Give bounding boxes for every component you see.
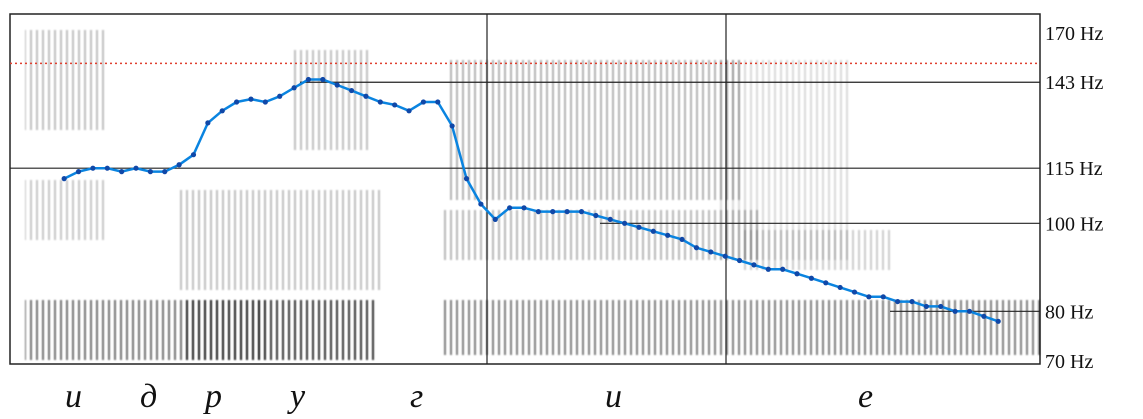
pitch-point bbox=[593, 212, 599, 219]
pitch-point bbox=[823, 280, 829, 286]
pitch-point bbox=[765, 266, 771, 272]
pitch-point bbox=[751, 262, 757, 268]
pitch-point bbox=[521, 205, 527, 211]
pitch-point bbox=[880, 294, 886, 300]
pitch-point bbox=[449, 123, 455, 129]
pitch-point bbox=[492, 216, 498, 222]
pitch-point bbox=[794, 271, 800, 277]
pitch-point bbox=[507, 205, 513, 211]
frequency-gridlines bbox=[10, 81, 1040, 312]
spectrogram-patch bbox=[180, 190, 380, 290]
pitch-point bbox=[61, 176, 67, 182]
spectrogram-patch bbox=[720, 60, 850, 260]
pitch-point bbox=[320, 76, 326, 83]
spectrogram-patch bbox=[185, 300, 265, 360]
spectrogram-patch bbox=[740, 230, 890, 270]
pitch-point bbox=[75, 169, 82, 175]
pitch-point bbox=[708, 249, 714, 255]
pitch-point bbox=[147, 169, 153, 175]
pitch-point bbox=[406, 108, 412, 114]
pitch-point bbox=[420, 99, 427, 105]
y-tick-label: 100 Hz bbox=[1045, 213, 1103, 235]
pitch-point bbox=[363, 93, 369, 99]
segment-label: д bbox=[140, 378, 157, 415]
pitch-point bbox=[334, 82, 340, 88]
pitch-point bbox=[966, 308, 973, 314]
pitch-point bbox=[851, 289, 858, 295]
pitch-point bbox=[463, 176, 470, 182]
y-tick-label: 115 Hz bbox=[1045, 158, 1103, 180]
pitch-point bbox=[262, 99, 268, 105]
pitch-point bbox=[291, 85, 297, 91]
segment-label: г bbox=[410, 378, 423, 415]
pitch-point bbox=[392, 102, 398, 108]
pitch-point bbox=[780, 266, 786, 272]
pitch-point bbox=[305, 76, 312, 83]
spectrogram-patch bbox=[290, 50, 370, 150]
pitch-point bbox=[621, 220, 628, 226]
pitch-point bbox=[679, 236, 685, 243]
pitch-point bbox=[650, 228, 656, 234]
pitch-point bbox=[248, 96, 254, 102]
pitch-point bbox=[866, 294, 872, 300]
pitch-point bbox=[435, 99, 441, 105]
segment-boundaries bbox=[486, 14, 727, 364]
pitch-point bbox=[234, 99, 240, 105]
segment-label: у bbox=[287, 378, 306, 415]
pitch-point bbox=[277, 93, 283, 99]
pitch-point bbox=[162, 169, 168, 175]
pitch-point bbox=[665, 232, 671, 238]
segment-label: е bbox=[858, 378, 873, 415]
pitch-point bbox=[377, 99, 383, 105]
pitch-point bbox=[736, 257, 743, 264]
y-tick-label: 70 Hz bbox=[1045, 351, 1093, 373]
pitch-points bbox=[61, 76, 1001, 324]
spectrogram-patch bbox=[25, 30, 105, 130]
pitch-point bbox=[190, 152, 197, 158]
pitch-point bbox=[219, 108, 225, 114]
pitch-point bbox=[348, 87, 355, 94]
pitch-point bbox=[722, 253, 728, 259]
y-tick-label: 80 Hz bbox=[1045, 301, 1093, 323]
pitch-point bbox=[909, 298, 915, 305]
pitch-point bbox=[837, 284, 843, 291]
spectrogram-patch bbox=[25, 180, 105, 240]
pitch-point bbox=[578, 209, 585, 215]
pitch-point bbox=[564, 209, 570, 215]
pitch-point bbox=[981, 313, 987, 319]
pitch-point bbox=[923, 303, 929, 310]
pitch-point bbox=[693, 245, 700, 251]
segment-label: р bbox=[203, 378, 222, 415]
pitch-point bbox=[133, 165, 139, 171]
pitch-point bbox=[90, 165, 96, 171]
segment-label: и bbox=[65, 378, 82, 415]
pitch-point bbox=[938, 303, 944, 310]
segment-label: и bbox=[605, 378, 622, 415]
pitch-point bbox=[550, 209, 556, 215]
pitch-point bbox=[119, 169, 125, 175]
pitch-point bbox=[478, 201, 484, 207]
pitch-point bbox=[995, 318, 1001, 324]
pitch-point bbox=[952, 308, 958, 314]
y-tick-label: 143 Hz bbox=[1045, 72, 1103, 94]
pitch-point bbox=[205, 120, 211, 126]
pitch-point bbox=[535, 209, 541, 215]
pitch-point bbox=[176, 162, 182, 168]
pitch-point bbox=[895, 298, 901, 305]
pitch-point bbox=[607, 216, 613, 222]
spectrogram-patch bbox=[440, 300, 1040, 355]
pitch-point bbox=[808, 275, 815, 281]
spectrogram-patch bbox=[450, 60, 740, 200]
y-axis-labels: 170 Hz 143 Hz 115 Hz 100 Hz 80 Hz 70 Hz bbox=[1045, 23, 1103, 373]
spectrogram-patch bbox=[255, 300, 375, 360]
y-tick-label: 170 Hz bbox=[1045, 23, 1103, 45]
pitch-point bbox=[104, 165, 110, 171]
pitch-point bbox=[636, 224, 642, 230]
spectrogram-texture bbox=[25, 30, 1040, 360]
